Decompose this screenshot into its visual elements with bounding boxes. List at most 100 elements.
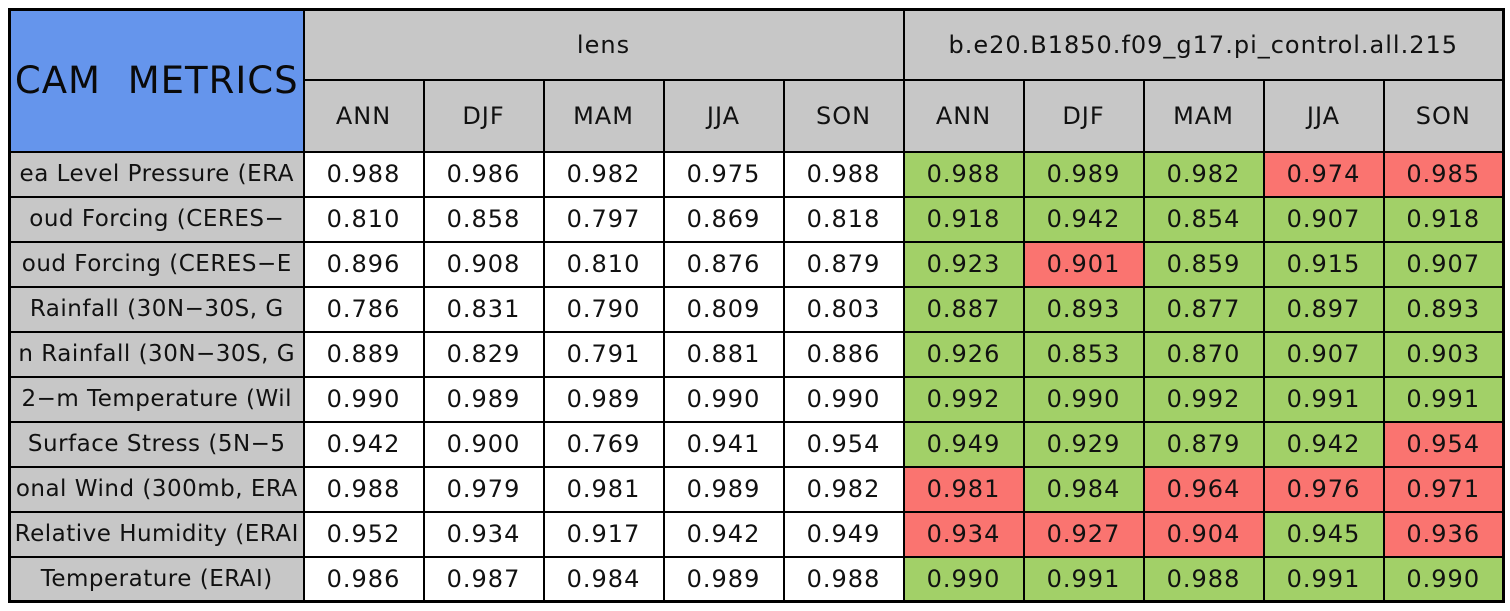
lens-value-cell: 0.990	[302, 375, 425, 423]
cam-metrics-table: CAM METRICS lens b.e20.B1850.f09_g17.pi_…	[8, 8, 1505, 603]
lens-value-cell: 0.869	[662, 195, 785, 243]
lens-value-cell: 0.990	[662, 375, 785, 423]
lens-value-cell: 0.941	[662, 420, 785, 468]
lens-value-cell: 0.942	[662, 510, 785, 558]
model-value-cell: 0.990	[1022, 375, 1145, 423]
lens-value-cell: 0.952	[302, 510, 425, 558]
lens-value-cell: 0.769	[542, 420, 665, 468]
metric-row: n Rainfall (30N−30S, G 0.889 0.829 0.791 0.8…	[8, 330, 1505, 378]
model-value-cell: 0.982	[1142, 150, 1265, 198]
model-value-cell: 0.988	[1142, 555, 1265, 603]
lens-value-cell: 0.900	[422, 420, 545, 468]
row-label: Rainfall (30N−30S, G	[8, 285, 305, 333]
model-value-cell: 0.974	[1262, 150, 1385, 198]
lens-value-cell: 0.790	[542, 285, 665, 333]
lens-value-cell: 0.786	[302, 285, 425, 333]
model-value-cell: 0.907	[1262, 195, 1385, 243]
row-label: onal Wind (300mb, ERA	[8, 465, 305, 513]
model-value-cell: 0.954	[1382, 420, 1505, 468]
lens-value-cell: 0.942	[302, 420, 425, 468]
model-value-cell: 0.901	[1022, 240, 1145, 288]
lens-value-cell: 0.982	[542, 150, 665, 198]
lens-value-cell: 0.982	[782, 465, 905, 513]
lens-value-cell: 0.829	[422, 330, 545, 378]
metric-row: oud Forcing (CERES− 0.810 0.858 0.797 0.869 0…	[8, 195, 1505, 243]
model-value-cell: 0.923	[902, 240, 1025, 288]
lens-value-cell: 0.881	[662, 330, 785, 378]
metric-row: Relative Humidity (ERAI 0.952 0.934 0.917 0.…	[8, 510, 1505, 558]
lens-value-cell: 0.791	[542, 330, 665, 378]
season-header-lens-mam: MAM	[542, 78, 665, 153]
model-value-cell: 0.945	[1262, 510, 1385, 558]
group-header-lens: lens	[302, 8, 905, 81]
model-value-cell: 0.918	[1382, 195, 1505, 243]
lens-value-cell: 0.917	[542, 510, 665, 558]
model-value-cell: 0.991	[1262, 375, 1385, 423]
lens-value-cell: 0.979	[422, 465, 545, 513]
model-value-cell: 0.991	[1262, 555, 1385, 603]
model-value-cell: 0.992	[1142, 375, 1265, 423]
model-value-cell: 0.915	[1262, 240, 1385, 288]
lens-value-cell: 0.858	[422, 195, 545, 243]
model-value-cell: 0.907	[1262, 330, 1385, 378]
row-label: Temperature (ERAI)	[8, 555, 305, 603]
lens-value-cell: 0.810	[302, 195, 425, 243]
row-label: oud Forcing (CERES−	[8, 195, 305, 243]
lens-value-cell: 0.810	[542, 240, 665, 288]
model-value-cell: 0.907	[1382, 240, 1505, 288]
lens-value-cell: 0.988	[302, 465, 425, 513]
model-value-cell: 0.936	[1382, 510, 1505, 558]
season-header-model-ann: ANN	[902, 78, 1025, 153]
lens-value-cell: 0.876	[662, 240, 785, 288]
metric-row: Surface Stress (5N−5 0.942 0.900 0.769 0.941…	[8, 420, 1505, 468]
lens-value-cell: 0.981	[542, 465, 665, 513]
table-title: CAM METRICS	[14, 59, 299, 103]
lens-value-cell: 0.908	[422, 240, 545, 288]
metric-row: ea Level Pressure (ERA 0.988 0.986 0.982 0.9…	[8, 150, 1505, 198]
season-header-lens-jja: JJA	[662, 78, 785, 153]
row-label: Surface Stress (5N−5	[8, 420, 305, 468]
model-value-cell: 0.903	[1382, 330, 1505, 378]
model-value-cell: 0.893	[1022, 285, 1145, 333]
metric-row: Temperature (ERAI) 0.986 0.987 0.984 0.989 0.…	[8, 555, 1505, 603]
model-value-cell: 0.985	[1382, 150, 1505, 198]
model-value-cell: 0.971	[1382, 465, 1505, 513]
lens-value-cell: 0.975	[662, 150, 785, 198]
lens-value-cell: 0.988	[302, 150, 425, 198]
lens-value-cell: 0.989	[662, 555, 785, 603]
season-header-model-mam: MAM	[1142, 78, 1265, 153]
model-value-cell: 0.926	[902, 330, 1025, 378]
lens-value-cell: 0.879	[782, 240, 905, 288]
model-value-cell: 0.893	[1382, 285, 1505, 333]
model-value-cell: 0.904	[1142, 510, 1265, 558]
lens-value-cell: 0.986	[422, 150, 545, 198]
group-header-row: CAM METRICS lens b.e20.B1850.f09_g17.pi_…	[8, 8, 1505, 153]
model-value-cell: 0.879	[1142, 420, 1265, 468]
season-header-lens-ann: ANN	[302, 78, 425, 153]
model-value-cell: 0.929	[1022, 420, 1145, 468]
model-value-cell: 0.927	[1022, 510, 1145, 558]
lens-value-cell: 0.989	[662, 465, 785, 513]
lens-value-cell: 0.934	[422, 510, 545, 558]
season-header-model-son: SON	[1382, 78, 1505, 153]
row-label: ea Level Pressure (ERA	[8, 150, 305, 198]
season-header-lens-djf: DJF	[422, 78, 545, 153]
lens-value-cell: 0.797	[542, 195, 665, 243]
model-value-cell: 0.934	[902, 510, 1025, 558]
model-value-cell: 0.942	[1022, 195, 1145, 243]
lens-value-cell: 0.984	[542, 555, 665, 603]
model-value-cell: 0.991	[1022, 555, 1145, 603]
lens-value-cell: 0.988	[782, 150, 905, 198]
season-header-model-jja: JJA	[1262, 78, 1385, 153]
model-value-cell: 0.990	[1382, 555, 1505, 603]
lens-value-cell: 0.990	[782, 375, 905, 423]
lens-value-cell: 0.989	[422, 375, 545, 423]
model-value-cell: 0.918	[902, 195, 1025, 243]
lens-value-cell: 0.954	[782, 420, 905, 468]
model-value-cell: 0.887	[902, 285, 1025, 333]
metric-row: onal Wind (300mb, ERA 0.988 0.979 0.981 0.98…	[8, 465, 1505, 513]
lens-value-cell: 0.803	[782, 285, 905, 333]
model-value-cell: 0.877	[1142, 285, 1265, 333]
model-value-cell: 0.859	[1142, 240, 1265, 288]
lens-value-cell: 0.987	[422, 555, 545, 603]
